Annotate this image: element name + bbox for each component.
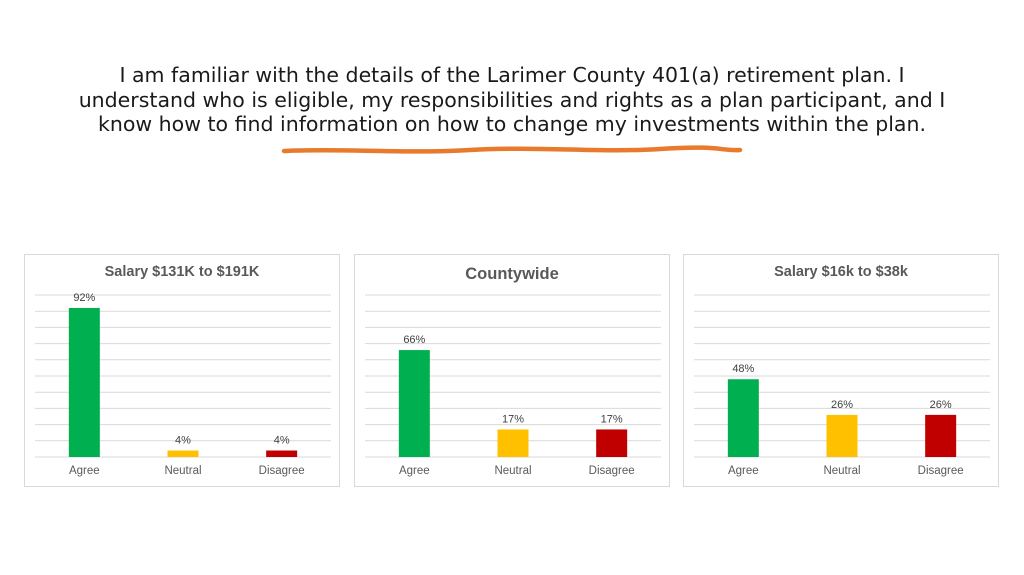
data-label: 4% [274, 435, 290, 447]
accent-stroke [281, 145, 743, 154]
chart-panel-countywide: Countywide 66% Agree 17% Neutral 17% Disagree [354, 254, 670, 487]
data-label: 48% [732, 363, 754, 375]
bar-chart: 66% Agree 17% Neutral 17% Disagree [365, 294, 661, 477]
chart-title: Countywide [465, 265, 559, 283]
category-label: Disagree [259, 465, 305, 477]
category-label: Agree [399, 465, 430, 477]
data-label: 17% [502, 413, 524, 425]
data-label: 26% [930, 399, 952, 411]
bar-disagree [266, 450, 298, 457]
chart-title: Salary $131K to $191K [104, 264, 260, 280]
category-label: Agree [69, 465, 100, 477]
chart-panel-low-salary: Salary $16k to $38k 48% Agree 26% Neutral 26… [683, 254, 999, 487]
category-label: Neutral [164, 465, 201, 477]
data-label: 4% [175, 435, 191, 447]
category-label: Disagree [589, 465, 635, 477]
bar-agree [68, 307, 100, 457]
category-label: Agree [728, 465, 759, 477]
data-label: 92% [73, 292, 95, 304]
bar-disagree [925, 414, 957, 457]
bar-chart: 48% Agree 26% Neutral 26% Disagree [694, 294, 990, 477]
data-label: 17% [601, 413, 623, 425]
bar-chart: 92% Agree 4% Neutral 4% Disagree [35, 292, 331, 477]
bar-agree [727, 379, 759, 457]
category-label: Neutral [823, 465, 860, 477]
chart-panel-high-salary: Salary $131K to $191K 92% Agree 4% Neutral 4… [24, 254, 340, 487]
bar-neutral [826, 414, 858, 457]
slide-heading: I am familiar with the details of the La… [78, 63, 946, 136]
data-label: 66% [403, 334, 425, 346]
category-label: Neutral [494, 465, 531, 477]
category-label: Disagree [918, 465, 964, 477]
bar-neutral [167, 450, 199, 457]
bar-agree [398, 350, 430, 457]
bar-neutral [497, 429, 529, 457]
data-label: 26% [831, 399, 853, 411]
accent-underline [281, 145, 743, 154]
bar-disagree [596, 429, 628, 457]
chart-title: Salary $16k to $38k [774, 264, 908, 280]
